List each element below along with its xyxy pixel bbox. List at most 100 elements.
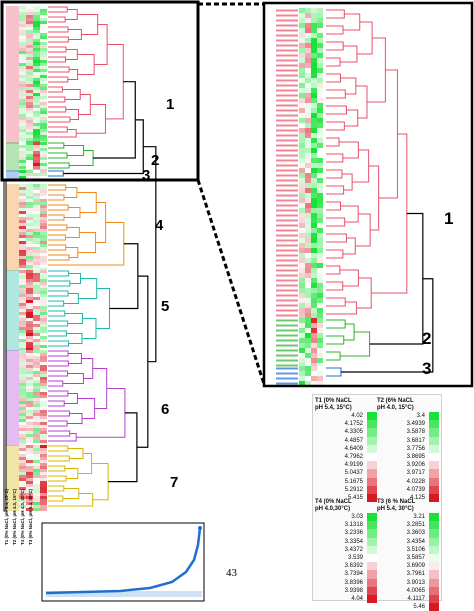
legend-t3-title: T3 (6 % NaCL pH 5.4, 30°C) xyxy=(377,499,416,512)
legend-color-swatch xyxy=(367,452,377,462)
legend-value: 3.1318 xyxy=(315,521,377,530)
legend-value: 4.3305 xyxy=(315,428,377,437)
legend-color-swatch xyxy=(367,493,377,503)
legend-value-text: 3.3603 xyxy=(406,530,425,537)
legend-value-text: 3.2336 xyxy=(344,530,363,537)
legend-value-text: 3.21 xyxy=(413,514,425,520)
main-left-edge xyxy=(3,180,7,512)
gene-labels-zoom xyxy=(276,9,298,385)
zoom-cluster-label-3: 3 xyxy=(422,359,431,378)
legend-value: 3.4 xyxy=(377,412,439,421)
legend-value-text: 3.9717 xyxy=(406,470,425,477)
legend-t3-values: 3.21 3.2851 3.3603 3.4354 3.5106 3.5857 3.6909… xyxy=(377,513,439,611)
legend-value-text: 4.6409 xyxy=(344,445,363,452)
legend-value: 3.6909 xyxy=(377,562,439,571)
legend-value-text: 4.1117 xyxy=(407,595,425,602)
legend-value: 5.2912 xyxy=(315,485,377,494)
gene-labels-main xyxy=(6,6,19,511)
legend-value-text: 3.5878 xyxy=(406,429,425,436)
legend-color-swatch xyxy=(367,461,377,470)
legend-value: 4.0065 xyxy=(377,586,439,595)
legend-value: 4.4857 xyxy=(315,436,377,445)
legend-color-swatch xyxy=(429,545,439,554)
legend-color-swatch xyxy=(367,562,377,571)
legend-value-text: 3.03 xyxy=(351,514,363,520)
color-scale-legend: T1 (0% NaCL pH 5.4, 15°C) 4.02 4.1752 4.33… xyxy=(312,394,442,611)
legend-color-swatch xyxy=(429,493,439,503)
legend-value: 4.9199 xyxy=(315,461,377,470)
legend-color-swatch xyxy=(429,586,439,595)
legend-color-swatch xyxy=(429,452,439,462)
legend-value-text: 4.125 xyxy=(409,494,425,501)
legend-color-swatch xyxy=(367,513,377,522)
legend-value-text: 5.1675 xyxy=(344,478,363,485)
legend-color-swatch xyxy=(367,521,377,530)
zoom-region-frame xyxy=(0,0,200,182)
legend-value: 3.7394 xyxy=(315,570,377,579)
legend-value: 3.03 xyxy=(315,513,377,522)
legend-color-swatch xyxy=(429,469,439,478)
legend-value-text: 3.4939 xyxy=(406,421,425,428)
legend-value: 3.6817 xyxy=(377,436,439,445)
condition-axis-labels: T1 (0% NaCl, pH 5.4, 15°C) T2 (6% NaCl, … xyxy=(4,489,46,545)
legend-value-text: 3.7961 xyxy=(406,571,425,578)
legend-value-text: 3.5106 xyxy=(406,546,425,553)
condition-label-t2: T2 (6% NaCl, pH 4.0, 15°C) xyxy=(12,488,17,545)
legend-value: 3.4939 xyxy=(377,420,439,429)
legend-color-swatch xyxy=(367,436,377,445)
legend-value: 4.04 xyxy=(315,594,377,604)
legend-color-swatch xyxy=(367,420,377,429)
legend-color-swatch xyxy=(429,485,439,494)
legend-value: 3.5106 xyxy=(377,545,439,554)
legend-value-text: 4.0739 xyxy=(406,486,425,493)
legend-value: 3.6392 xyxy=(315,562,377,571)
legend-value-text: 4.3305 xyxy=(344,429,363,436)
page-number: 43 xyxy=(226,567,237,579)
legend-value: 3.21 xyxy=(377,513,439,522)
legend-color-swatch xyxy=(429,521,439,530)
legend-value: 3.9206 xyxy=(377,461,439,470)
legend-color-swatch xyxy=(367,553,377,563)
legend-value-text: 3.3354 xyxy=(344,538,363,545)
dendrogram-main xyxy=(48,6,157,507)
legend-value: 4.0228 xyxy=(377,477,439,486)
legend-value: 4.7962 xyxy=(315,452,377,462)
legend-color-swatch xyxy=(367,469,377,478)
condition-label-t1: T1 (0% NaCl, pH 5.4, 15°C) xyxy=(4,488,9,545)
legend-value: 4.6409 xyxy=(315,444,377,453)
legend-color-swatch xyxy=(367,594,377,604)
legend-value-text: 4.04 xyxy=(351,595,363,602)
legend-color-swatch xyxy=(367,477,377,486)
legend-color-swatch xyxy=(367,485,377,494)
legend-value-text: 5.46 xyxy=(413,604,425,611)
cluster-label-4: 4 xyxy=(155,217,164,234)
legend-value-text: 5.415 xyxy=(347,494,363,501)
legend-t2: T2 (6% NaCL pH 4.0, 15°C) 3.4 3.4939 3.587… xyxy=(377,398,439,503)
legend-value: 3.8396 xyxy=(315,578,377,587)
zoom-connector-bottom xyxy=(196,179,266,385)
zoom-cluster-label-1: 1 xyxy=(444,209,453,228)
legend-value-text: 3.4372 xyxy=(344,546,363,553)
legend-color-swatch xyxy=(429,436,439,445)
legend-t4-values: 3.03 3.1318 3.2336 3.3354 3.4372 3.539 3.6392 3… xyxy=(315,513,377,604)
cluster-label-5: 5 xyxy=(161,298,169,315)
legend-value-text: 3.5857 xyxy=(406,554,425,561)
legend-color-swatch xyxy=(429,594,439,604)
legend-value: 3.7756 xyxy=(377,444,439,453)
sorted-values-inset xyxy=(41,522,205,602)
legend-value-text: 3.6817 xyxy=(406,437,425,444)
legend-value: 5.415 xyxy=(315,493,377,503)
legend-color-swatch xyxy=(367,545,377,554)
legend-value-text: 3.7394 xyxy=(344,571,363,578)
legend-value-text: 3.9013 xyxy=(406,579,425,586)
legend-value: 4.0739 xyxy=(377,485,439,494)
legend-value: 3.2336 xyxy=(315,529,377,538)
legend-value: 3.9717 xyxy=(377,469,439,478)
legend-value: 3.2851 xyxy=(377,521,439,530)
legend-value-text: 4.0065 xyxy=(406,587,425,594)
cluster-label-1: 1 xyxy=(166,96,174,113)
condition-label-t4: T4 (0% NaCl, pH 4.0, 30°C) xyxy=(20,488,25,545)
legend-color-swatch xyxy=(367,578,377,587)
legend-value-text: 3.4354 xyxy=(406,538,425,545)
legend-value: 3.4354 xyxy=(377,537,439,546)
